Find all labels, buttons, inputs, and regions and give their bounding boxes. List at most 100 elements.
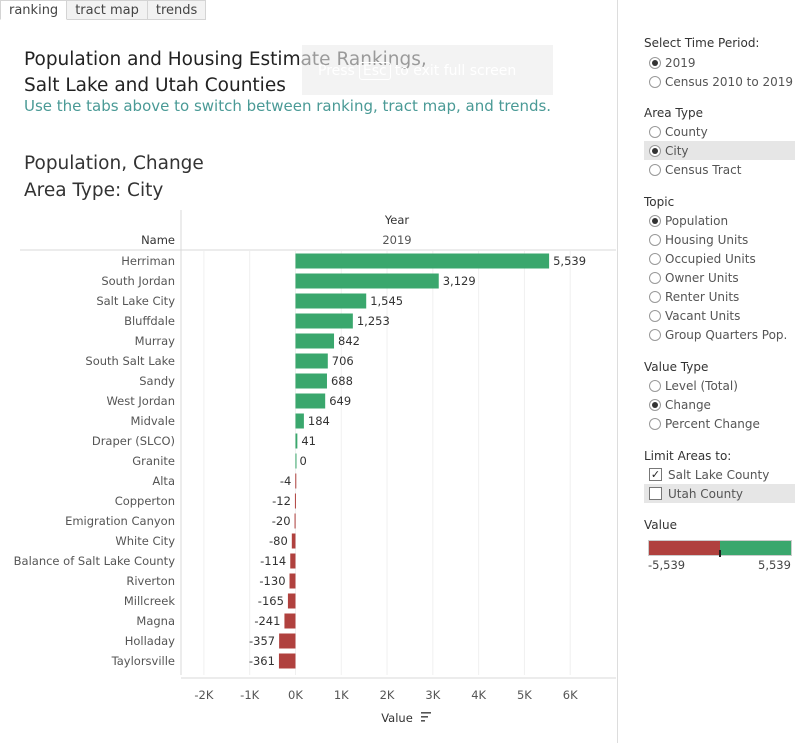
bar-value-label: -12 — [272, 494, 291, 508]
row-name[interactable]: Herriman — [121, 254, 175, 268]
checkbox-icon[interactable]: ✓ — [649, 468, 662, 481]
row-name[interactable]: Salt Lake City — [96, 294, 175, 308]
bar-value-label: 41 — [301, 434, 316, 448]
bar-value-label: 688 — [331, 374, 353, 388]
bar[interactable] — [295, 273, 439, 289]
topic-option-housing-units[interactable]: Housing Units — [644, 230, 795, 249]
tab-trends[interactable]: trends — [147, 0, 207, 20]
row-name[interactable]: Draper (SLCO) — [92, 434, 175, 448]
area-type-title: Area Type — [644, 106, 703, 120]
area-type-option-city[interactable]: City — [644, 141, 795, 160]
fullscreen-hint-press: Press — [318, 63, 355, 79]
row-name[interactable]: South Jordan — [101, 274, 175, 288]
value-type-option-percent-change[interactable]: Percent Change — [644, 414, 795, 433]
topic-option-renter-units[interactable]: Renter Units — [644, 287, 795, 306]
bar[interactable] — [295, 473, 297, 489]
topic-option-population[interactable]: Population — [644, 211, 795, 230]
limit-areas-option-salt-lake-county[interactable]: ✓ Salt Lake County — [644, 465, 795, 484]
area-type-option-county[interactable]: County — [644, 122, 795, 141]
row-name[interactable]: Sandy — [139, 374, 175, 388]
bar-value-label: -130 — [259, 574, 285, 588]
radio-icon[interactable] — [649, 290, 661, 303]
topic-option-occupied-units[interactable]: Occupied Units — [644, 249, 795, 268]
topic-option-vacant-units[interactable]: Vacant Units — [644, 306, 795, 325]
radio-icon[interactable] — [649, 398, 661, 411]
row-name[interactable]: White City — [115, 534, 175, 548]
radio-icon[interactable] — [649, 233, 661, 246]
value-type-option-level-total[interactable]: Level (Total) — [644, 376, 795, 395]
row-name[interactable]: Holladay — [125, 634, 175, 648]
checkbox-icon[interactable] — [649, 487, 662, 500]
row-name[interactable]: Bluffdale — [124, 314, 175, 328]
legend-title: Value — [644, 518, 677, 532]
bar[interactable] — [284, 613, 296, 629]
x-tick-label: 5K — [517, 688, 532, 702]
row-name[interactable]: Millcreek — [124, 594, 175, 608]
option-label: Population — [665, 213, 729, 228]
bar[interactable] — [295, 433, 298, 449]
bar[interactable] — [295, 353, 328, 369]
radio-icon[interactable] — [649, 379, 661, 392]
bar[interactable] — [287, 593, 296, 609]
row-name[interactable]: Emigration Canyon — [65, 514, 175, 528]
bar[interactable] — [295, 413, 304, 429]
sort-icon[interactable] — [421, 712, 431, 722]
topic-option-owner-units[interactable]: Owner Units — [644, 268, 795, 287]
bar-value-label: 5,539 — [553, 254, 586, 268]
bar[interactable] — [295, 333, 335, 349]
radio-icon[interactable] — [649, 214, 661, 227]
row-name[interactable]: Copperton — [115, 494, 175, 508]
radio-icon[interactable] — [649, 417, 661, 430]
bar[interactable] — [295, 293, 367, 309]
area-type-option-census-tract[interactable]: Census Tract — [644, 160, 795, 179]
radio-icon[interactable] — [649, 328, 661, 341]
row-name[interactable]: Riverton — [126, 574, 175, 588]
bar[interactable] — [289, 573, 296, 589]
row-name[interactable]: Murray — [135, 334, 176, 348]
panel-divider — [617, 0, 618, 743]
bar[interactable] — [295, 393, 326, 409]
radio-icon[interactable] — [649, 75, 661, 88]
time-period-option-census-2010-to-2019[interactable]: Census 2010 to 2019 — [644, 72, 795, 91]
row-name[interactable]: Midvale — [130, 414, 175, 428]
row-name[interactable]: Balance of Salt Lake County — [14, 554, 176, 568]
row-name[interactable]: Magna — [136, 614, 175, 628]
radio-icon[interactable] — [649, 144, 661, 157]
tab-ranking[interactable]: ranking — [0, 0, 68, 20]
radio-icon[interactable] — [649, 309, 661, 322]
column-header: Year — [384, 213, 410, 227]
topic-option-group-quarters-pop[interactable]: Group Quarters Pop. — [644, 325, 795, 344]
bar[interactable] — [295, 253, 550, 269]
bar[interactable] — [295, 313, 353, 329]
chart-title-line2: Area Type: City — [24, 180, 164, 201]
value-type-option-change[interactable]: Change — [644, 395, 795, 414]
radio-icon[interactable] — [649, 56, 661, 69]
row-name[interactable]: South Salt Lake — [85, 354, 175, 368]
bar[interactable] — [278, 653, 296, 669]
radio-icon[interactable] — [649, 252, 661, 265]
bar[interactable] — [279, 633, 296, 649]
tab-bar: ranking tract map trends — [0, 0, 207, 20]
row-name[interactable]: Taylorsville — [111, 654, 175, 668]
row-name[interactable]: West Jordan — [106, 394, 175, 408]
bar[interactable] — [294, 513, 296, 529]
bar[interactable] — [295, 453, 297, 469]
row-name[interactable]: Alta — [152, 474, 175, 488]
option-label: Percent Change — [665, 416, 760, 431]
option-label: Level (Total) — [665, 378, 738, 393]
limit-areas-option-utah-county[interactable]: Utah County — [644, 484, 795, 503]
radio-icon[interactable] — [649, 271, 661, 284]
bar[interactable] — [294, 493, 296, 509]
bar[interactable] — [295, 373, 327, 389]
bar-value-label: 649 — [329, 394, 351, 408]
bar[interactable] — [290, 553, 296, 569]
bar[interactable] — [291, 533, 296, 549]
time-period-option-2019[interactable]: 2019 — [644, 53, 795, 72]
radio-icon[interactable] — [649, 125, 661, 138]
row-name[interactable]: Granite — [132, 454, 175, 468]
option-label: 2019 — [665, 55, 696, 70]
fullscreen-overlay: Press Esc to exit full screen — [302, 45, 553, 95]
tab-tract-map[interactable]: tract map — [67, 0, 148, 20]
radio-icon[interactable] — [649, 163, 661, 176]
column-value: 2019 — [382, 233, 411, 247]
